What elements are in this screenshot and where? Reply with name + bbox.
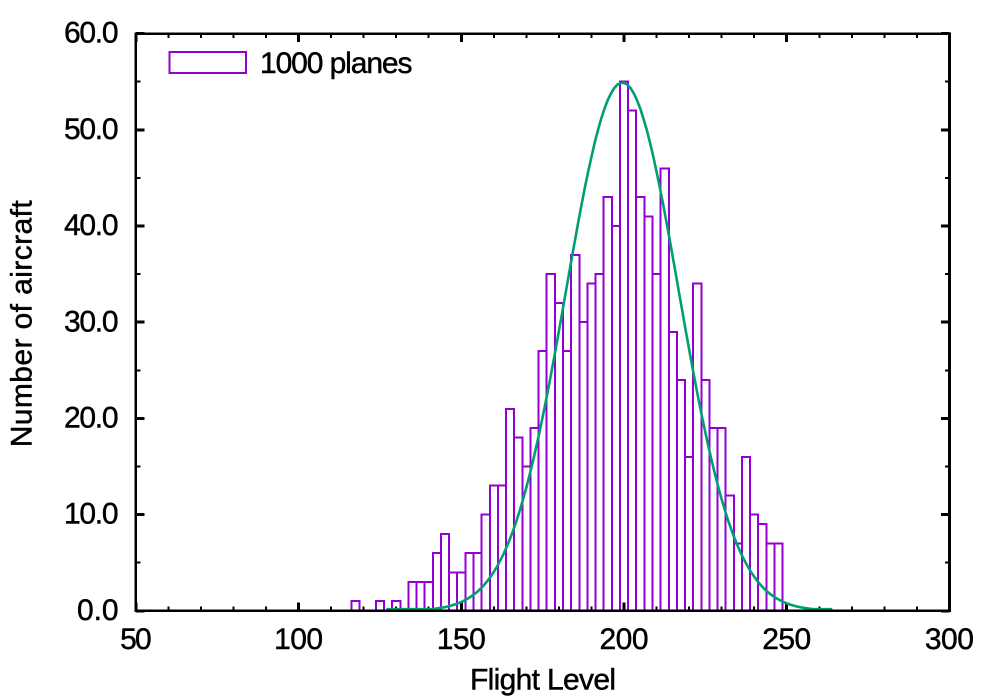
svg-text:50: 50 [120, 623, 152, 656]
svg-text:1000 planes: 1000 planes [260, 47, 413, 80]
svg-text:20.0: 20.0 [64, 402, 119, 435]
svg-text:Number of aircraft: Number of aircraft [6, 200, 39, 448]
svg-text:10.0: 10.0 [64, 498, 119, 531]
svg-text:250: 250 [762, 623, 811, 656]
svg-text:40.0: 40.0 [64, 209, 119, 242]
svg-text:50.0: 50.0 [64, 113, 119, 146]
svg-text:100: 100 [274, 623, 323, 656]
svg-text:0.0: 0.0 [77, 594, 119, 627]
svg-text:300: 300 [925, 623, 974, 656]
svg-text:30.0: 30.0 [64, 305, 119, 338]
svg-text:200: 200 [600, 623, 649, 656]
svg-text:Flight Level: Flight Level [470, 664, 616, 697]
svg-text:60.0: 60.0 [64, 17, 119, 50]
svg-text:150: 150 [437, 623, 486, 656]
